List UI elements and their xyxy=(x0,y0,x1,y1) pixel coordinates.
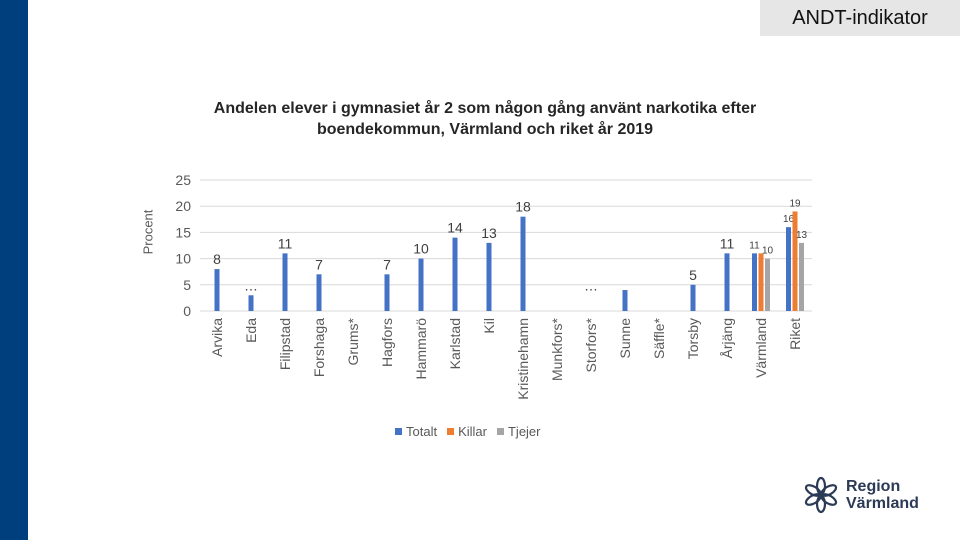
legend-label-tjejer: Tjejer xyxy=(507,424,541,439)
x-tick-label-14: Torsby xyxy=(685,318,701,359)
data-label-totalt-7: 14 xyxy=(447,220,463,236)
bar-totalt-0 xyxy=(214,269,220,311)
legend-swatch-tjejer xyxy=(496,428,504,435)
bar-tjejer-17 xyxy=(799,242,804,311)
x-tick-label-6: Hammarö xyxy=(413,318,429,380)
legend-label-killar: Killar xyxy=(458,424,487,439)
y-tick-label-0: 0 xyxy=(183,303,191,319)
bar-totalt-1 xyxy=(248,295,254,311)
data-label-totalt-14: 5 xyxy=(689,267,697,283)
bar-totalt-16 xyxy=(752,253,757,311)
left-accent-bar xyxy=(0,0,28,540)
y-tick-label-10: 10 xyxy=(175,251,191,267)
data-label-killar-17: 19 xyxy=(789,198,801,209)
data-label-totalt-8: 13 xyxy=(481,225,497,241)
chart-title: Andelen elever i gymnasiet år 2 som någo… xyxy=(213,100,757,138)
logo-line-2: Värmland xyxy=(846,495,919,512)
data-label-totalt-6: 10 xyxy=(413,241,429,257)
bar-totalt-8 xyxy=(486,242,492,311)
data-label-totalt-16: 11 xyxy=(749,240,760,251)
bar-totalt-7 xyxy=(452,237,458,311)
data-label-totalt-5: 7 xyxy=(383,256,391,272)
y-tick-label-20: 20 xyxy=(175,198,191,214)
data-label-tjejer-17: 13 xyxy=(796,230,808,241)
x-tick-label-3: Forshaga xyxy=(311,318,327,377)
legend-label-totalt: Totalt xyxy=(406,424,438,439)
bar-totalt-9 xyxy=(520,216,526,311)
bar-totalt-17 xyxy=(786,227,791,311)
data-label-totalt-0: 8 xyxy=(213,251,221,267)
bar-totalt-2 xyxy=(282,253,288,311)
data-label-totalt-17: 16 xyxy=(783,214,795,225)
logo-line-1: Region xyxy=(846,478,901,495)
bar-totalt-6 xyxy=(418,258,424,311)
legend-swatch-killar xyxy=(447,428,455,435)
chart-legend: Totalt Killar Tjejer xyxy=(395,424,541,439)
data-label-totalt-2: 11 xyxy=(278,235,293,251)
indicator-tag: ANDT-indikator xyxy=(760,0,960,36)
bar-totalt-12 xyxy=(622,290,628,311)
x-tick-label-17: Riket xyxy=(787,318,803,350)
x-tick-label-4: Grums* xyxy=(345,317,361,365)
x-tick-label-5: Hagfors xyxy=(379,318,395,367)
legend-swatch-totalt xyxy=(395,428,402,435)
x-tick-label-12: Sunne xyxy=(617,318,633,359)
x-tick-label-8: Kil xyxy=(481,318,497,334)
y-tick-label-25: 25 xyxy=(175,172,191,188)
legend-item-tjejer: Tjejer xyxy=(496,424,541,439)
legend-item-killar: Killar xyxy=(447,424,487,439)
x-tick-label-13: Säffle* xyxy=(651,317,667,359)
data-label-totalt-15: 11 xyxy=(720,235,735,251)
data-label-totalt-11: … xyxy=(584,277,598,293)
region-varmland-logo: Region Värmland xyxy=(802,476,919,514)
bar-totalt-5 xyxy=(384,274,390,311)
bar-killar-17 xyxy=(792,211,798,311)
x-tick-label-11: Storfors* xyxy=(583,317,599,372)
bar-totalt-14 xyxy=(690,284,696,311)
x-tick-label-10: Munkfors* xyxy=(549,317,565,381)
x-tick-label-15: Årjäng xyxy=(719,318,735,358)
x-tick-label-16: Värmland xyxy=(753,318,769,378)
data-label-totalt-9: 18 xyxy=(515,199,531,215)
bar-killar-16 xyxy=(758,253,764,311)
data-label-totalt-3: 7 xyxy=(315,256,323,272)
flower-logo-icon xyxy=(804,476,838,514)
x-tick-label-0: Arvika xyxy=(209,318,225,357)
y-tick-label-5: 5 xyxy=(183,277,191,293)
bar-totalt-15 xyxy=(724,253,730,311)
bar-totalt-3 xyxy=(316,274,322,311)
y-tick-label-15: 15 xyxy=(175,224,191,240)
legend-item-totalt: Totalt xyxy=(395,424,437,439)
data-label-tjejer-16: 10 xyxy=(762,246,774,257)
x-tick-label-2: Filipstad xyxy=(277,318,293,370)
x-tick-label-1: Eda xyxy=(243,318,259,343)
data-label-totalt-1: … xyxy=(244,277,258,293)
x-tick-label-9: Kristinehamn xyxy=(515,318,531,400)
bar-tjejer-16 xyxy=(765,258,770,311)
x-tick-label-7: Karlstad xyxy=(447,318,463,369)
